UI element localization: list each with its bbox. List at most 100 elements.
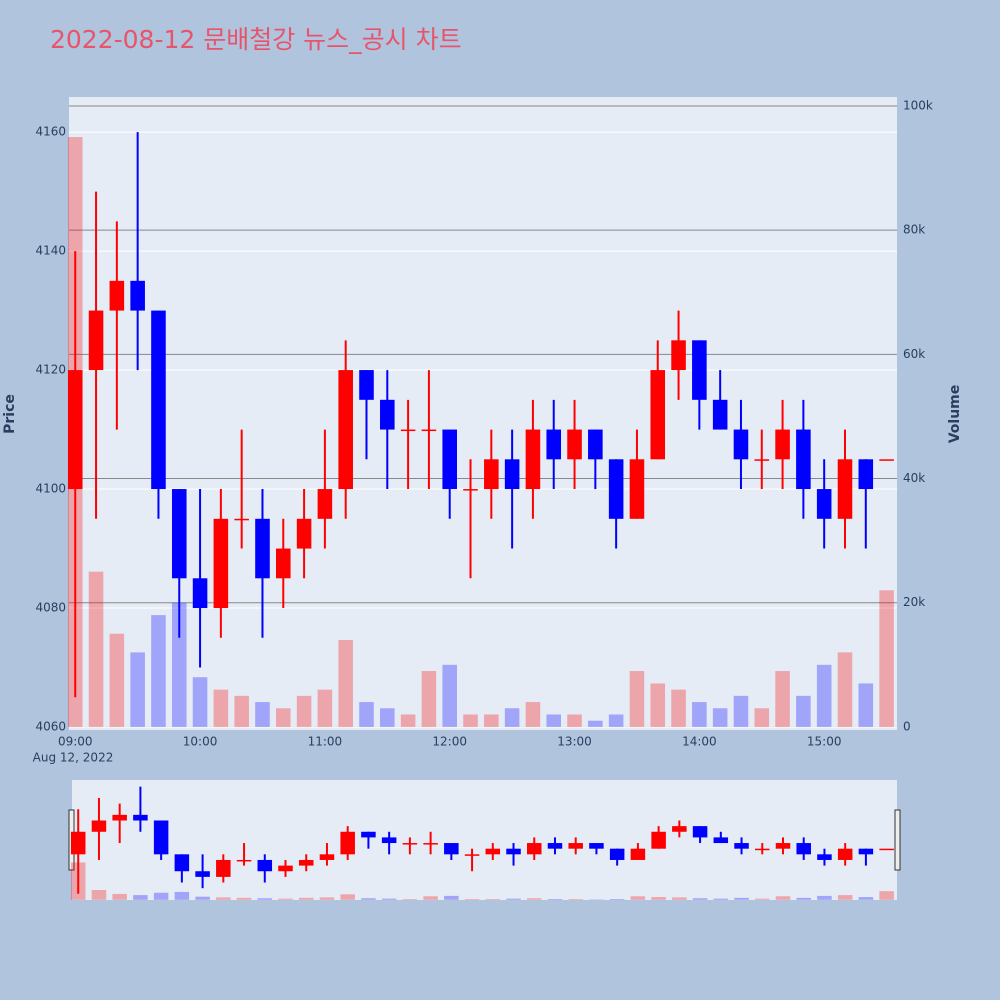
candle-body — [276, 548, 291, 579]
candle-body — [442, 429, 457, 490]
volume-bar — [733, 695, 749, 727]
candle-body — [546, 429, 562, 460]
candle-body — [236, 859, 252, 862]
candle-body — [692, 340, 707, 400]
volume-bar — [712, 708, 728, 727]
candle-body — [171, 489, 187, 579]
candle-body — [195, 871, 210, 877]
volume-bar — [506, 898, 521, 900]
candle-body — [421, 429, 437, 432]
volume-bar — [421, 671, 437, 727]
candle-body — [525, 429, 541, 490]
volume-bar — [234, 695, 249, 727]
volume-bar — [444, 895, 459, 900]
volume-bar — [359, 702, 374, 727]
candle-body — [216, 859, 231, 877]
y-tick-label: 4060 — [35, 720, 66, 734]
volume-bar — [255, 702, 270, 727]
volume-bar — [485, 899, 501, 900]
volume-bar — [754, 708, 770, 727]
candle-body — [630, 848, 646, 860]
chart-title: 2022-08-12 문배철강 뉴스_공시 차트 — [50, 25, 462, 54]
volume-bar — [442, 664, 457, 727]
volume-bar — [216, 897, 231, 900]
volume-bar — [91, 889, 107, 900]
candle-body — [423, 843, 438, 845]
candle-body — [692, 826, 708, 838]
candle-body — [734, 843, 749, 849]
candle-body — [298, 859, 314, 866]
x-tick-label: 10:00 — [183, 735, 218, 749]
candle-body — [796, 843, 811, 855]
candle-body — [775, 843, 791, 849]
y2-axis-title: Volume — [947, 385, 963, 444]
candle-body — [296, 518, 312, 549]
candle-body — [858, 848, 874, 855]
x-tick-label: 09:00 — [58, 735, 93, 749]
candle-body — [380, 399, 395, 430]
y-axis-title: Price — [2, 394, 18, 434]
candle-body — [650, 370, 666, 460]
y2-tick-label: 80k — [903, 223, 925, 237]
volume-bar — [88, 571, 104, 727]
candle-body — [506, 848, 521, 855]
volume-bar — [133, 895, 148, 900]
volume-bar — [609, 899, 625, 900]
volume-bar — [171, 602, 187, 727]
candle-body — [608, 459, 624, 519]
candle-body — [712, 399, 728, 430]
candle-body — [755, 848, 770, 851]
candle-body — [567, 429, 582, 460]
y-tick-label: 4140 — [35, 244, 66, 258]
x-tick-label: 15:00 — [807, 735, 842, 749]
volume-bar — [525, 702, 541, 727]
candle-body — [629, 459, 645, 519]
x-tick-label: 13:00 — [557, 735, 592, 749]
volume-bar — [775, 896, 791, 900]
candle-body — [837, 459, 853, 519]
volume-bar — [879, 590, 894, 727]
candle-body — [109, 280, 125, 311]
candle-body — [91, 820, 107, 832]
candle-body — [485, 848, 501, 855]
y-tick-label: 4080 — [35, 601, 66, 615]
volume-bar — [257, 898, 273, 900]
volume-bar — [484, 714, 499, 727]
volume-bar — [547, 899, 563, 900]
volume-bar — [504, 708, 520, 727]
y2-tick-label: 20k — [903, 595, 925, 609]
candle-body — [151, 310, 166, 490]
volume-bar — [463, 714, 478, 727]
plot-area — [69, 97, 897, 730]
candle-body — [463, 489, 478, 491]
volume-bar — [192, 677, 208, 727]
y2-tick-label: 100k — [903, 99, 933, 113]
candle-body — [361, 831, 376, 838]
volume-bar — [755, 898, 770, 900]
candle-body — [381, 837, 397, 844]
candle-body — [754, 459, 770, 461]
volume-bar — [629, 671, 645, 727]
candle-body — [464, 854, 480, 856]
volume-bar — [317, 689, 333, 727]
volume-bar — [195, 896, 210, 900]
volume-bar — [464, 899, 480, 900]
candle-body — [257, 859, 273, 872]
volume-bar — [692, 898, 708, 900]
candle-body — [837, 848, 853, 860]
candle-body — [588, 429, 603, 460]
range-handle[interactable] — [894, 809, 901, 871]
volume-bar — [568, 899, 583, 900]
y-tick-label: 4100 — [35, 482, 66, 496]
volume-bar — [692, 702, 707, 727]
volume-bar — [276, 708, 291, 727]
volume-bar — [361, 898, 376, 900]
range-slider[interactable] — [72, 780, 897, 900]
candle-body — [504, 459, 520, 490]
volume-bar — [319, 897, 335, 900]
volume-bar — [858, 897, 874, 900]
candle-body — [775, 429, 790, 460]
volume-bar — [567, 714, 582, 727]
candle-body — [213, 518, 229, 609]
x-date-label: Aug 12, 2022 — [33, 751, 114, 765]
